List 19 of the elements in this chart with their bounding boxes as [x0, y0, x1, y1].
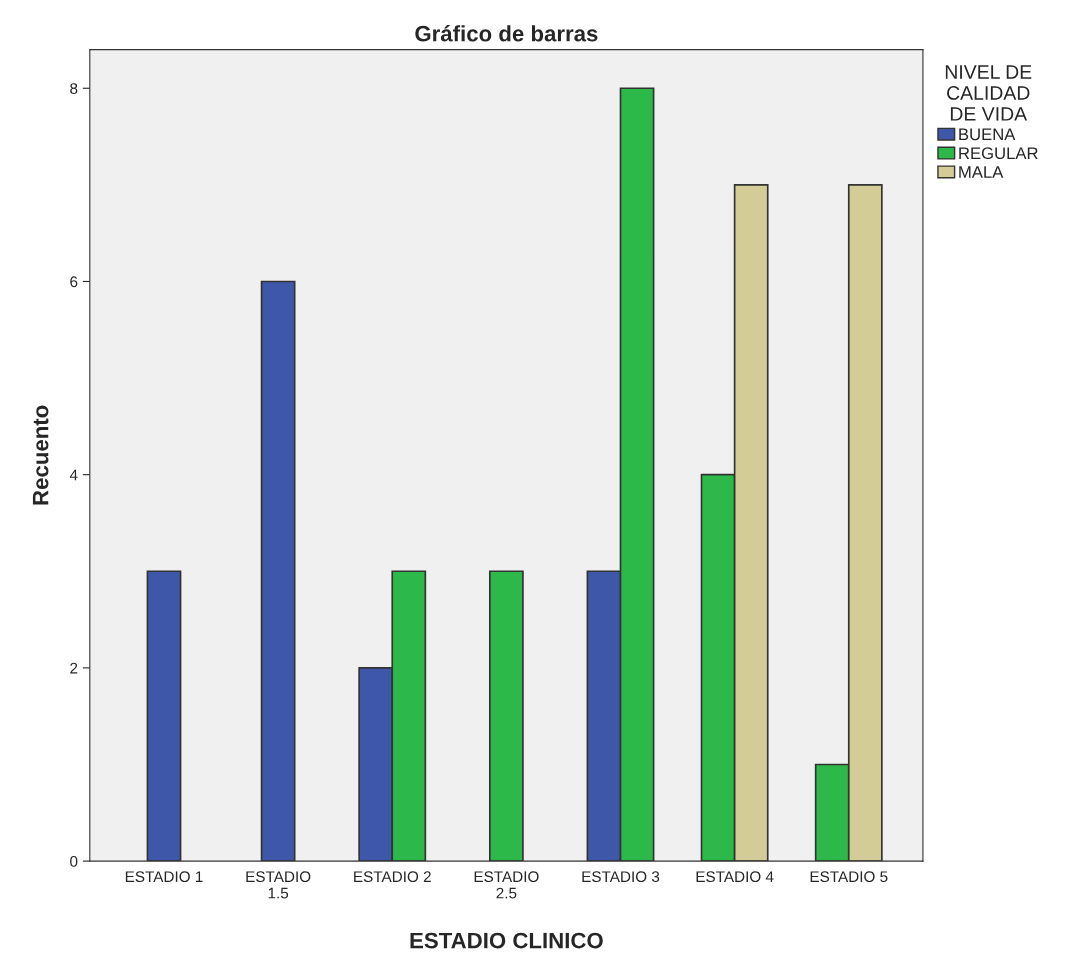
x-tick-label: ESTADIO 1: [125, 871, 203, 883]
x-tick-label: ESTADIO 2: [354, 871, 431, 883]
legend-label: REGULAR: [959, 147, 1038, 160]
legend-label: BUENA: [959, 128, 1016, 141]
x-tick-label: ESTADIO 4: [696, 871, 774, 883]
y-tick-label: 6: [70, 276, 78, 288]
y-tick-label: 8: [70, 83, 78, 94]
y-axis-title: Recuento: [32, 405, 49, 505]
chart-title: Gráfico de barras: [415, 24, 598, 42]
legend-label: MALA: [959, 166, 1004, 178]
x-tick-label: ESTADIO 2.5: [474, 871, 539, 899]
x-tick-label: ESTADIO 1.5: [246, 871, 311, 899]
y-tick-label: 2: [70, 662, 78, 674]
x-tick-label: ESTADIO 5: [810, 871, 888, 883]
x-tick-label: ESTADIO 3: [582, 871, 660, 883]
x-axis-title: ESTADIO CLINICO: [410, 932, 603, 949]
y-tick-label: 0: [70, 855, 78, 867]
legend-title: NIVEL DE CALIDAD DE VIDA: [945, 65, 1032, 121]
y-tick-label: 4: [69, 469, 78, 481]
